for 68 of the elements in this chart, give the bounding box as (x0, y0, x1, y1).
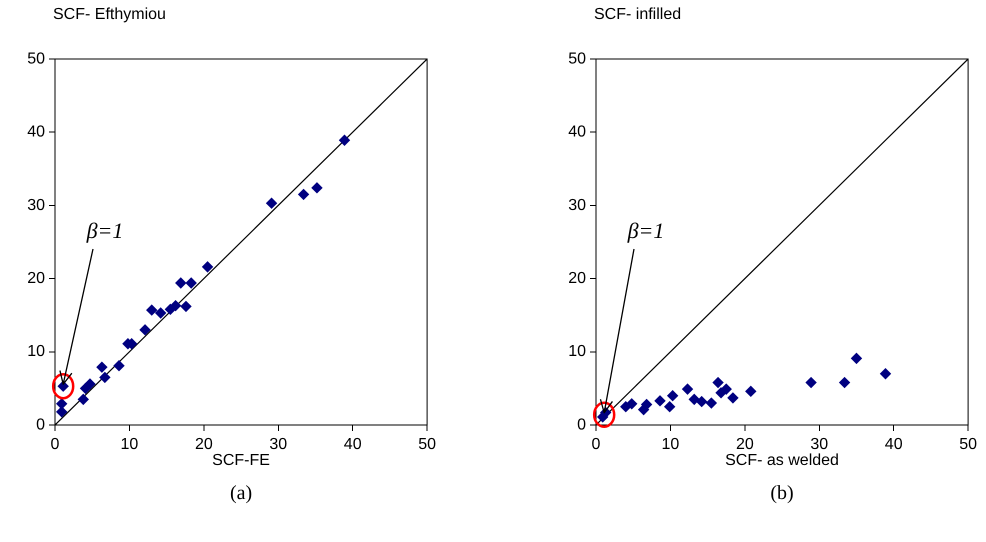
y-tick-label: 20 (568, 270, 586, 288)
point (140, 324, 151, 336)
point (56, 398, 68, 410)
point (880, 368, 891, 380)
x-tick-label: 50 (959, 436, 978, 454)
point (99, 372, 110, 383)
x-tick-label: 30 (810, 436, 828, 454)
point (654, 395, 666, 406)
point (96, 362, 108, 373)
point (266, 198, 278, 209)
point (155, 308, 166, 319)
y-tick-label: 40 (27, 124, 46, 141)
y-tick-label: 20 (27, 270, 46, 288)
point (338, 134, 350, 146)
point (56, 406, 68, 418)
point (839, 377, 850, 388)
point (641, 399, 652, 410)
point (114, 360, 124, 372)
x-tick-label: 20 (736, 436, 754, 454)
point (806, 377, 817, 388)
annotation: β=1 (628, 218, 664, 244)
point (712, 377, 724, 388)
point (706, 398, 717, 409)
y-tick-label: 50 (568, 50, 586, 68)
x-tick-label: 40 (344, 436, 362, 454)
x-tick-label: 30 (269, 436, 288, 454)
point (78, 394, 89, 405)
point (298, 188, 310, 200)
point (745, 386, 756, 397)
y-tick-label: 0 (577, 416, 586, 434)
y-tick-label: 50 (27, 50, 46, 68)
y-axis-title: SCF- Efthymiou (53, 6, 166, 24)
x-tick-label: 20 (194, 436, 213, 454)
point (202, 261, 214, 272)
y-tick-label: 0 (36, 416, 46, 434)
point (727, 392, 738, 404)
x-axis-title: SCF-FE (212, 452, 270, 470)
point (180, 300, 192, 312)
y-tick-label: 10 (568, 343, 586, 360)
x-tick-label: 50 (418, 436, 436, 454)
y-tick-label: 40 (568, 124, 586, 141)
point (146, 304, 158, 316)
annotation: β=1 (86, 218, 124, 244)
point (164, 304, 176, 315)
point (667, 390, 678, 402)
y-axis-title: SCF- infilled (594, 6, 682, 24)
x-tick-label: 10 (662, 436, 680, 454)
point (664, 401, 676, 412)
x-tick-label: 40 (884, 436, 903, 454)
point (626, 398, 638, 410)
point (311, 182, 322, 194)
point (696, 396, 708, 408)
x-tick-label: 10 (120, 436, 138, 454)
point (688, 394, 700, 405)
x-axis-title: SCF- as welded (725, 452, 839, 470)
point (186, 277, 197, 288)
text: (b) (770, 482, 794, 505)
x-tick-label: 0 (592, 436, 601, 454)
point (80, 382, 92, 394)
point (682, 384, 694, 395)
y-tick-label: 30 (27, 196, 46, 214)
x-tick-label: 0 (50, 436, 60, 454)
text: (a) (230, 482, 252, 505)
y-tick-label: 10 (27, 343, 46, 360)
point (720, 384, 732, 395)
point (175, 277, 186, 288)
point (850, 352, 862, 364)
y-tick-label: 30 (568, 196, 586, 214)
